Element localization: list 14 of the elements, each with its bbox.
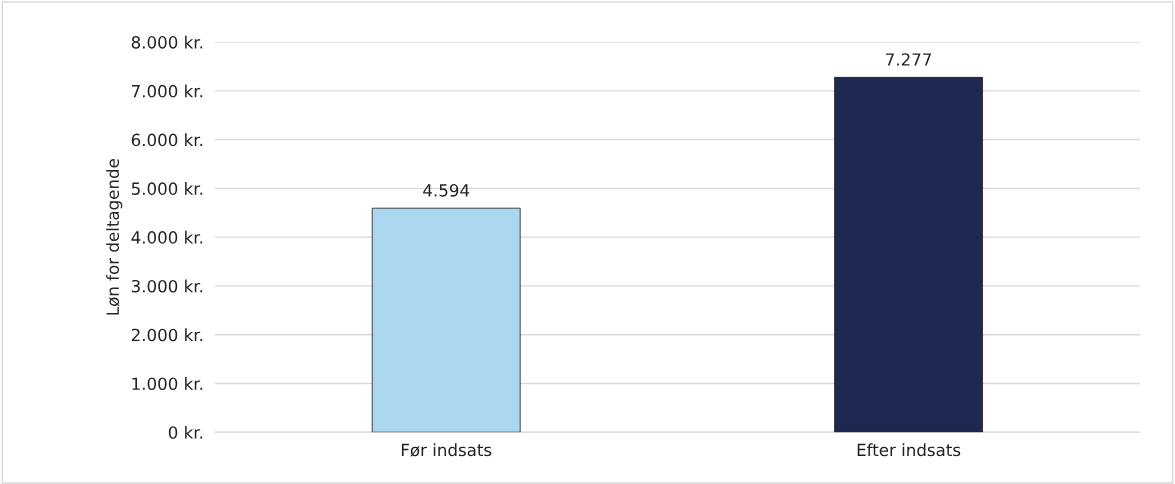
y-tick-label: 6.000 kr. xyxy=(131,133,203,147)
y-axis-title: Løn for deltagende xyxy=(106,159,123,315)
y-tick-label: 7.000 kr. xyxy=(131,84,203,98)
y-tick-label: 1.000 kr. xyxy=(132,377,203,391)
x-tick-label: Før indsats xyxy=(401,443,492,457)
y-tick-label: 4.000 kr. xyxy=(131,230,203,244)
y-tick-label: 8.000 kr. xyxy=(131,35,203,49)
y-tick-label: 0 kr. xyxy=(168,425,203,439)
y-tick-label: 5.000 kr. xyxy=(131,182,203,195)
y-tick-label: 3.000 kr. xyxy=(131,279,203,293)
x-tick-label: Efter indsats xyxy=(857,443,961,457)
y-tick-label: 2.000 kr. xyxy=(131,328,203,342)
data-label: 7.277 xyxy=(886,53,931,66)
data-label: 4.594 xyxy=(423,184,470,197)
